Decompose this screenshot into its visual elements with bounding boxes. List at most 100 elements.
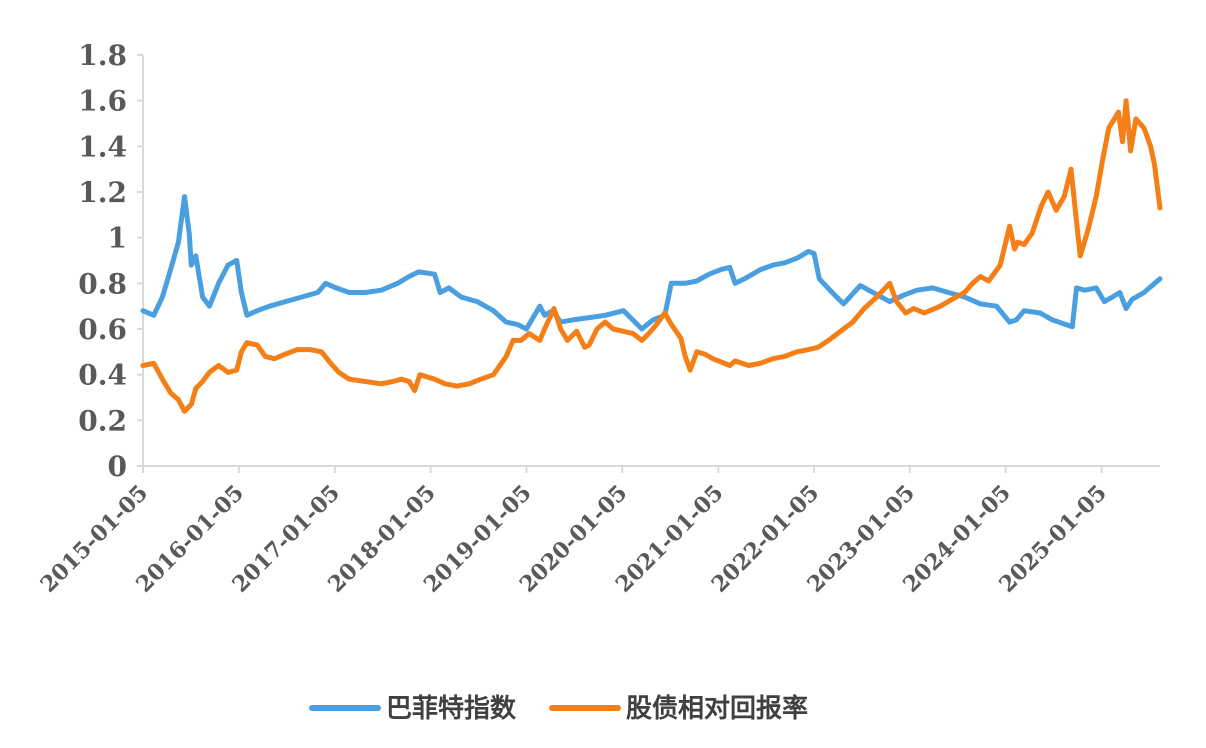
data-point [239,290,244,295]
data-point [1117,290,1123,295]
data-point [758,267,763,272]
data-point [478,377,483,382]
data-point [794,256,800,261]
data-point [200,294,205,300]
series-layer [140,98,1163,414]
data-point [1007,224,1012,229]
data-point [412,388,417,393]
data-point [1106,125,1112,131]
data-point [491,372,496,377]
data-point [474,299,480,304]
data-point [1148,144,1153,149]
data-point [914,288,920,293]
data-point [151,313,156,318]
data-point [437,290,443,295]
data-point [911,306,916,311]
data-point [830,290,835,295]
data-point [406,274,412,279]
data-point [1102,299,1107,304]
data-point [239,349,244,354]
data-point [806,249,811,254]
data-point [978,301,983,307]
data-point [782,354,787,359]
data-point [491,308,496,313]
data-point [710,356,715,361]
data-point [160,294,165,300]
data-point [416,269,421,275]
data-point [189,262,194,268]
data-point [1074,217,1079,222]
data-point [504,354,509,359]
data-point [662,310,667,316]
data-point [654,322,659,327]
data-point [938,304,943,309]
data-point [406,379,412,384]
data-point [193,386,198,391]
data-point [336,370,341,375]
data-point [826,338,831,343]
data-point [160,377,165,382]
data-point [742,276,747,281]
data-point [574,329,579,334]
data-point [1062,194,1067,199]
legend-label-0: 巴菲特指数 [386,693,517,724]
data-point [718,267,724,272]
y-axis: 0 0.2 0.4 0.6 0.8 1 1.2 1.4 1.6 1.8 [78,39,144,483]
data-point [207,304,212,309]
data-point [363,290,368,295]
y-tick-label: 1.4 [78,130,127,163]
data-point [727,265,732,270]
data-point [1152,162,1157,167]
data-point [1130,297,1135,302]
data-point [189,402,194,407]
data-point [1007,319,1012,325]
data-point [225,370,231,375]
data-point [841,301,846,307]
data-point [454,383,460,389]
data-point [1123,98,1129,103]
data-point [811,251,817,256]
data-point [694,349,699,354]
data-point [570,317,576,323]
data-point [817,276,822,281]
data-point [994,304,999,309]
data-point [1086,226,1091,231]
data-point [272,356,277,361]
data-point [770,262,776,268]
data-point [986,278,991,284]
data-point [922,310,927,316]
data-point [874,294,879,300]
data-point [683,354,688,359]
data-point [283,351,288,357]
data-point [903,310,908,316]
data-point [328,361,333,366]
data-point [639,326,645,332]
data-point [1120,139,1125,144]
data-point [347,290,352,295]
data-point [176,240,181,245]
data-point [255,308,260,313]
data-point [894,299,899,304]
data-point [504,319,509,325]
data-point [746,363,751,368]
data-point [526,331,532,336]
data-point [417,372,423,377]
y-tick-label: 0.8 [78,267,127,300]
data-point [621,308,626,313]
data-point [610,326,616,332]
data-point [515,322,520,327]
legend-label-1: 股债相对回报率 [626,693,808,724]
data-point [683,281,688,286]
series-points-1 [140,98,1163,414]
data-point [558,326,563,332]
data-point [1012,246,1017,252]
data-point [537,304,542,309]
data-point [295,347,300,352]
data-point [140,363,146,368]
data-point [283,299,288,304]
data-point [1046,189,1051,195]
data-point [1021,308,1027,313]
data-point [442,381,448,386]
data-point [334,285,339,291]
data-point [551,306,557,311]
